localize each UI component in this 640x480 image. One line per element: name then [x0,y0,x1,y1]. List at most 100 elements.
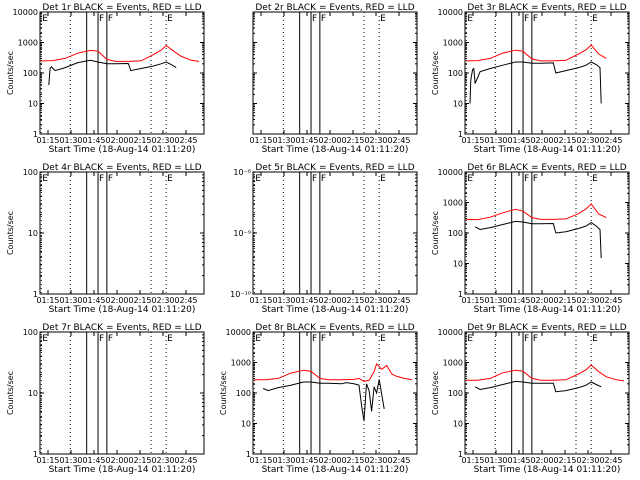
x-tick-label: 01:30 [272,296,295,305]
x-tick-label: 01:30 [59,296,82,305]
y-tick-label: 10 [453,420,463,429]
y-tick-label: 100 [236,389,251,398]
marker-label: E [380,334,386,344]
marker-label: F [99,334,104,344]
panel-title: Det 5r BLACK = Events, RED = LLD [255,163,414,173]
x-tick-label: 01:45 [295,296,318,305]
y-axis-label: Counts/sec [219,371,228,415]
x-tick-label: 02:15 [553,136,576,145]
x-tick-label: 01:30 [272,136,295,145]
x-tick-label: 02:30 [151,456,174,465]
x-tick-label: 02:00 [105,296,128,305]
panel-title: Det 6r BLACK = Events, RED = LLD [467,163,626,173]
marker-label: E [467,174,473,184]
marker-label: E [167,334,173,344]
x-tick-label: 01:45 [507,136,530,145]
x-tick-label: 01:15 [36,136,59,145]
y-tick-label: 100 [23,168,38,177]
x-tick-label: 01:15 [249,296,272,305]
marker-label: F [533,334,538,344]
panel-title: Det 9r BLACK = Events, RED = LLD [467,323,626,333]
y-tick-label: 1000 [443,39,463,48]
y-tick-label: 1 [33,450,38,459]
x-tick-label: 02:30 [576,296,599,305]
x-axis-label: Start Time (18-Aug-14 01:11:20) [262,465,409,475]
y-axis-label: Counts/sec [431,371,440,415]
y-tick-label: 10000 [438,8,463,17]
x-tick-label: 02:30 [364,136,387,145]
marker-label: F [321,14,326,24]
y-tick-label: 1000 [18,39,38,48]
x-tick-label: 01:30 [484,456,507,465]
x-tick-label: 02:15 [553,456,576,465]
marker-label: F [524,334,529,344]
x-tick-label: 02:00 [318,456,341,465]
y-tick-label: 10⁻⁹ [233,229,251,238]
y-tick-label: 10⁻⁸ [233,168,251,177]
y-tick-label: 1 [458,130,463,139]
series-line-black [474,220,602,259]
panel-4: 1 10 100 01:15 01:30 01:45 02:00 02:15 02:30 02:4… [6,163,205,315]
y-tick-label: 100 [448,389,463,398]
y-tick-label: 10⁻¹⁰ [230,290,251,299]
x-tick-label: 02:00 [530,456,553,465]
x-tick-label: 01:45 [295,136,318,145]
y-tick-label: 1000 [443,359,463,368]
series-line-red [466,44,607,62]
y-tick-label: 10000 [438,168,463,177]
x-tick-label: 02:15 [128,456,151,465]
x-tick-label: 01:15 [461,456,484,465]
x-tick-label: 01:30 [272,456,295,465]
marker-label: E [42,14,48,24]
panel-title: Det 7r BLACK = Events, RED = LLD [42,323,201,333]
marker-label: E [167,174,173,184]
series-line-red [466,203,607,221]
x-axis-label: Start Time (18-Aug-14 01:11:20) [474,465,621,475]
x-tick-label: 02:00 [105,456,128,465]
panel-title: Det 2r BLACK = Events, RED = LLD [255,3,414,13]
x-tick-label: 02:15 [128,296,151,305]
x-tick-label: 01:15 [36,296,59,305]
x-tick-label: 01:15 [461,136,484,145]
x-axis-label: Start Time (18-Aug-14 01:11:20) [474,145,621,155]
marker-label: F [533,174,538,184]
x-tick-label: 02:15 [341,456,364,465]
y-tick-label: 1 [246,450,251,459]
marker-label: F [321,174,326,184]
series-line-black [262,379,385,422]
x-axis-label: Start Time (18-Aug-14 01:11:20) [49,145,196,155]
x-tick-label: 02:45 [599,456,622,465]
marker-label: F [524,174,529,184]
y-tick-label: 100 [23,328,38,337]
y-tick-label: 1 [458,290,463,299]
marker-label: F [312,334,317,344]
x-tick-label: 02:00 [530,296,553,305]
panel-title: Det 4r BLACK = Events, RED = LLD [42,163,201,173]
x-tick-label: 02:00 [318,136,341,145]
marker-label: E [467,14,473,24]
marker-label: F [108,334,113,344]
marker-label: F [108,14,113,24]
series-line-red [466,364,625,382]
x-tick-label: 01:30 [59,136,82,145]
x-tick-label: 01:30 [59,456,82,465]
x-tick-label: 01:45 [507,456,530,465]
panel-3: 1 10 100 1000 10000 01:15 01:30 01:45 02:00 02:15… [431,3,630,155]
y-tick-label: 10 [453,260,463,269]
marker-label: E [255,174,261,184]
y-tick-label: 100 [448,69,463,78]
y-tick-label: 1000 [231,359,251,368]
x-tick-label: 02:45 [174,136,197,145]
x-tick-label: 01:30 [484,136,507,145]
marker-label: F [312,174,317,184]
x-tick-label: 02:45 [174,456,197,465]
y-axis-label: Counts/sec [6,371,15,415]
x-tick-label: 02:30 [151,296,174,305]
y-tick-label: 10000 [13,8,38,17]
x-axis-label: Start Time (18-Aug-14 01:11:20) [262,305,409,315]
marker-label: E [592,334,598,344]
y-tick-label: 100 [23,69,38,78]
marker-label: E [380,14,386,24]
y-axis-label: Counts/sec [6,211,15,255]
